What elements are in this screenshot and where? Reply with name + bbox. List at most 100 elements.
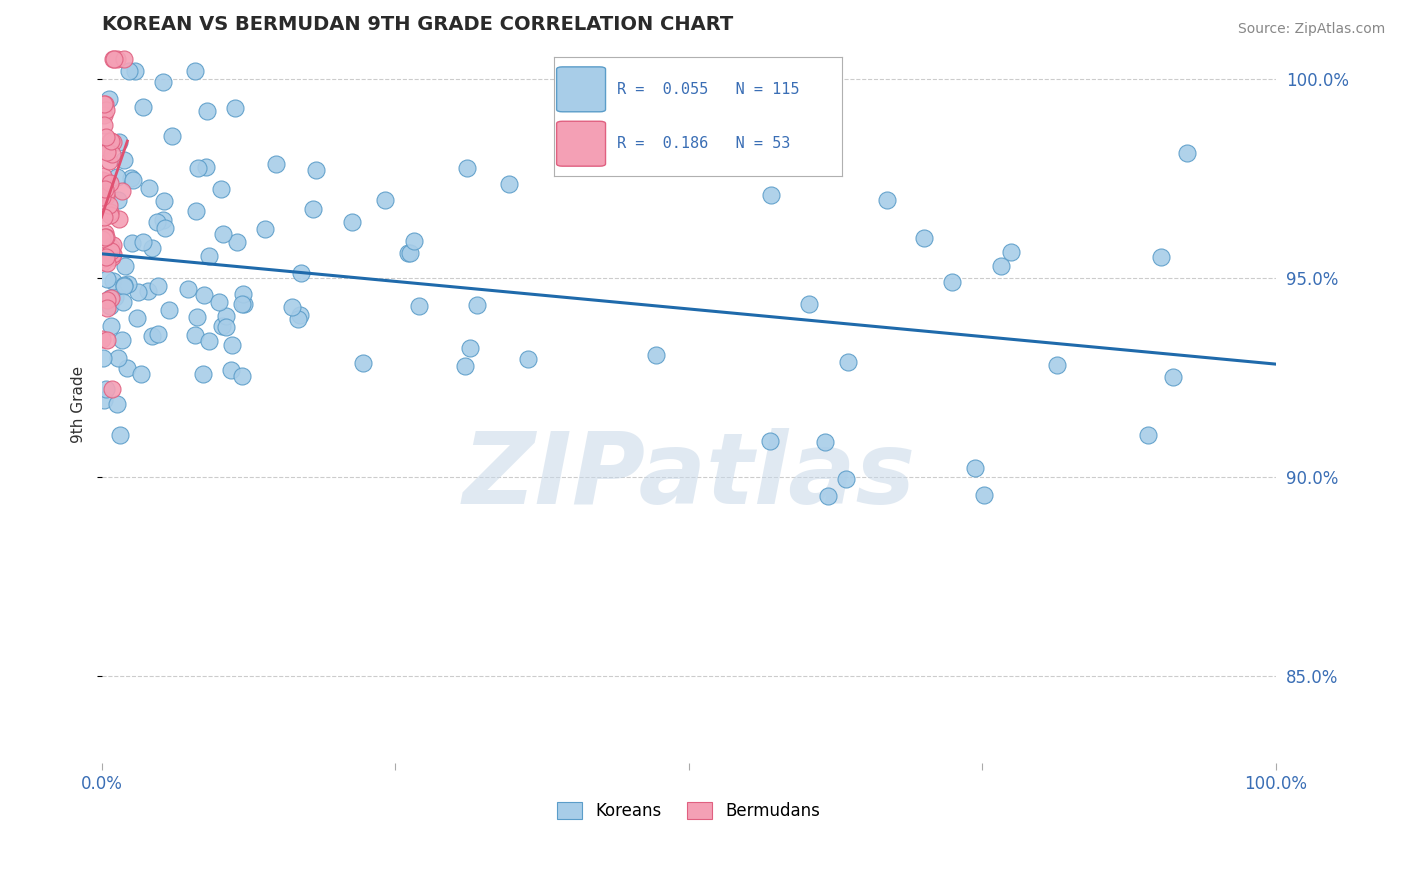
Point bbox=[817, 490, 839, 504]
Point bbox=[120, 170, 142, 185]
Point bbox=[187, 161, 209, 175]
Point bbox=[93, 182, 115, 196]
Point bbox=[195, 103, 218, 118]
Point bbox=[105, 397, 128, 411]
Point bbox=[96, 333, 118, 347]
Point bbox=[94, 383, 117, 397]
Point bbox=[112, 277, 135, 292]
Point bbox=[115, 361, 138, 376]
Text: Source: ZipAtlas.com: Source: ZipAtlas.com bbox=[1237, 22, 1385, 37]
Point bbox=[93, 211, 115, 225]
Point bbox=[759, 434, 782, 448]
Point bbox=[232, 297, 254, 311]
Point bbox=[93, 96, 115, 111]
Point bbox=[97, 153, 120, 168]
Point bbox=[94, 230, 117, 244]
Point bbox=[211, 318, 233, 333]
Point bbox=[91, 179, 114, 194]
Point bbox=[105, 52, 128, 66]
Point bbox=[186, 204, 208, 219]
Point bbox=[93, 393, 115, 408]
Point bbox=[963, 460, 986, 475]
Point bbox=[91, 351, 114, 365]
Point bbox=[287, 312, 309, 326]
Point bbox=[465, 298, 488, 312]
Point bbox=[96, 250, 118, 264]
Point bbox=[131, 235, 153, 249]
Point bbox=[94, 97, 117, 112]
Point bbox=[118, 63, 141, 78]
Point bbox=[153, 194, 176, 209]
Point bbox=[148, 279, 170, 293]
Point bbox=[96, 145, 118, 160]
Point bbox=[93, 230, 115, 244]
Point bbox=[454, 359, 477, 374]
Point bbox=[177, 282, 200, 296]
Point bbox=[97, 198, 120, 212]
Point bbox=[231, 368, 253, 383]
Point bbox=[100, 291, 122, 305]
Point bbox=[456, 161, 478, 175]
Point bbox=[96, 256, 118, 270]
Point bbox=[211, 227, 233, 242]
Point bbox=[91, 140, 114, 154]
Point bbox=[96, 301, 118, 316]
Point bbox=[219, 362, 242, 376]
Point bbox=[112, 153, 135, 168]
Point bbox=[290, 266, 312, 280]
Point bbox=[305, 162, 328, 177]
Point bbox=[93, 108, 115, 122]
Point bbox=[876, 193, 898, 207]
Point bbox=[797, 297, 820, 311]
Point bbox=[644, 348, 666, 362]
Point bbox=[835, 472, 858, 486]
Point bbox=[112, 294, 135, 309]
Point bbox=[108, 212, 131, 227]
Point bbox=[1175, 146, 1198, 161]
Point bbox=[127, 285, 149, 300]
Point bbox=[266, 157, 288, 171]
Point bbox=[100, 318, 122, 333]
Point bbox=[100, 176, 122, 190]
Point bbox=[94, 186, 117, 200]
Point bbox=[153, 221, 176, 235]
Point bbox=[184, 63, 207, 78]
Point bbox=[111, 184, 134, 198]
Point bbox=[90, 232, 112, 246]
Point bbox=[152, 75, 174, 89]
Point bbox=[990, 259, 1012, 273]
Point bbox=[402, 234, 425, 248]
Point bbox=[98, 299, 121, 313]
Point bbox=[221, 338, 243, 352]
Point bbox=[194, 160, 217, 174]
Point bbox=[101, 237, 124, 252]
Point bbox=[98, 134, 121, 148]
Point bbox=[112, 52, 135, 66]
Y-axis label: 9th Grade: 9th Grade bbox=[72, 367, 86, 443]
Point bbox=[374, 193, 396, 207]
Point bbox=[232, 287, 254, 301]
Point bbox=[157, 303, 180, 318]
Point bbox=[103, 52, 125, 66]
Point bbox=[1000, 244, 1022, 259]
Point bbox=[759, 188, 782, 202]
Point bbox=[129, 368, 152, 382]
Point bbox=[814, 435, 837, 450]
Point bbox=[193, 288, 215, 302]
Point bbox=[117, 277, 139, 291]
Point bbox=[108, 427, 131, 442]
Point bbox=[105, 170, 128, 185]
Point bbox=[146, 215, 169, 229]
Point bbox=[90, 172, 112, 186]
Point bbox=[101, 246, 124, 260]
Point bbox=[98, 205, 121, 219]
Text: ZIPatlas: ZIPatlas bbox=[463, 428, 915, 525]
Point bbox=[1045, 358, 1067, 372]
Point bbox=[101, 52, 124, 66]
Point bbox=[93, 141, 115, 155]
Point bbox=[231, 296, 253, 310]
Point bbox=[396, 245, 419, 260]
Point bbox=[517, 352, 540, 367]
Point bbox=[131, 100, 153, 114]
Point bbox=[100, 134, 122, 148]
